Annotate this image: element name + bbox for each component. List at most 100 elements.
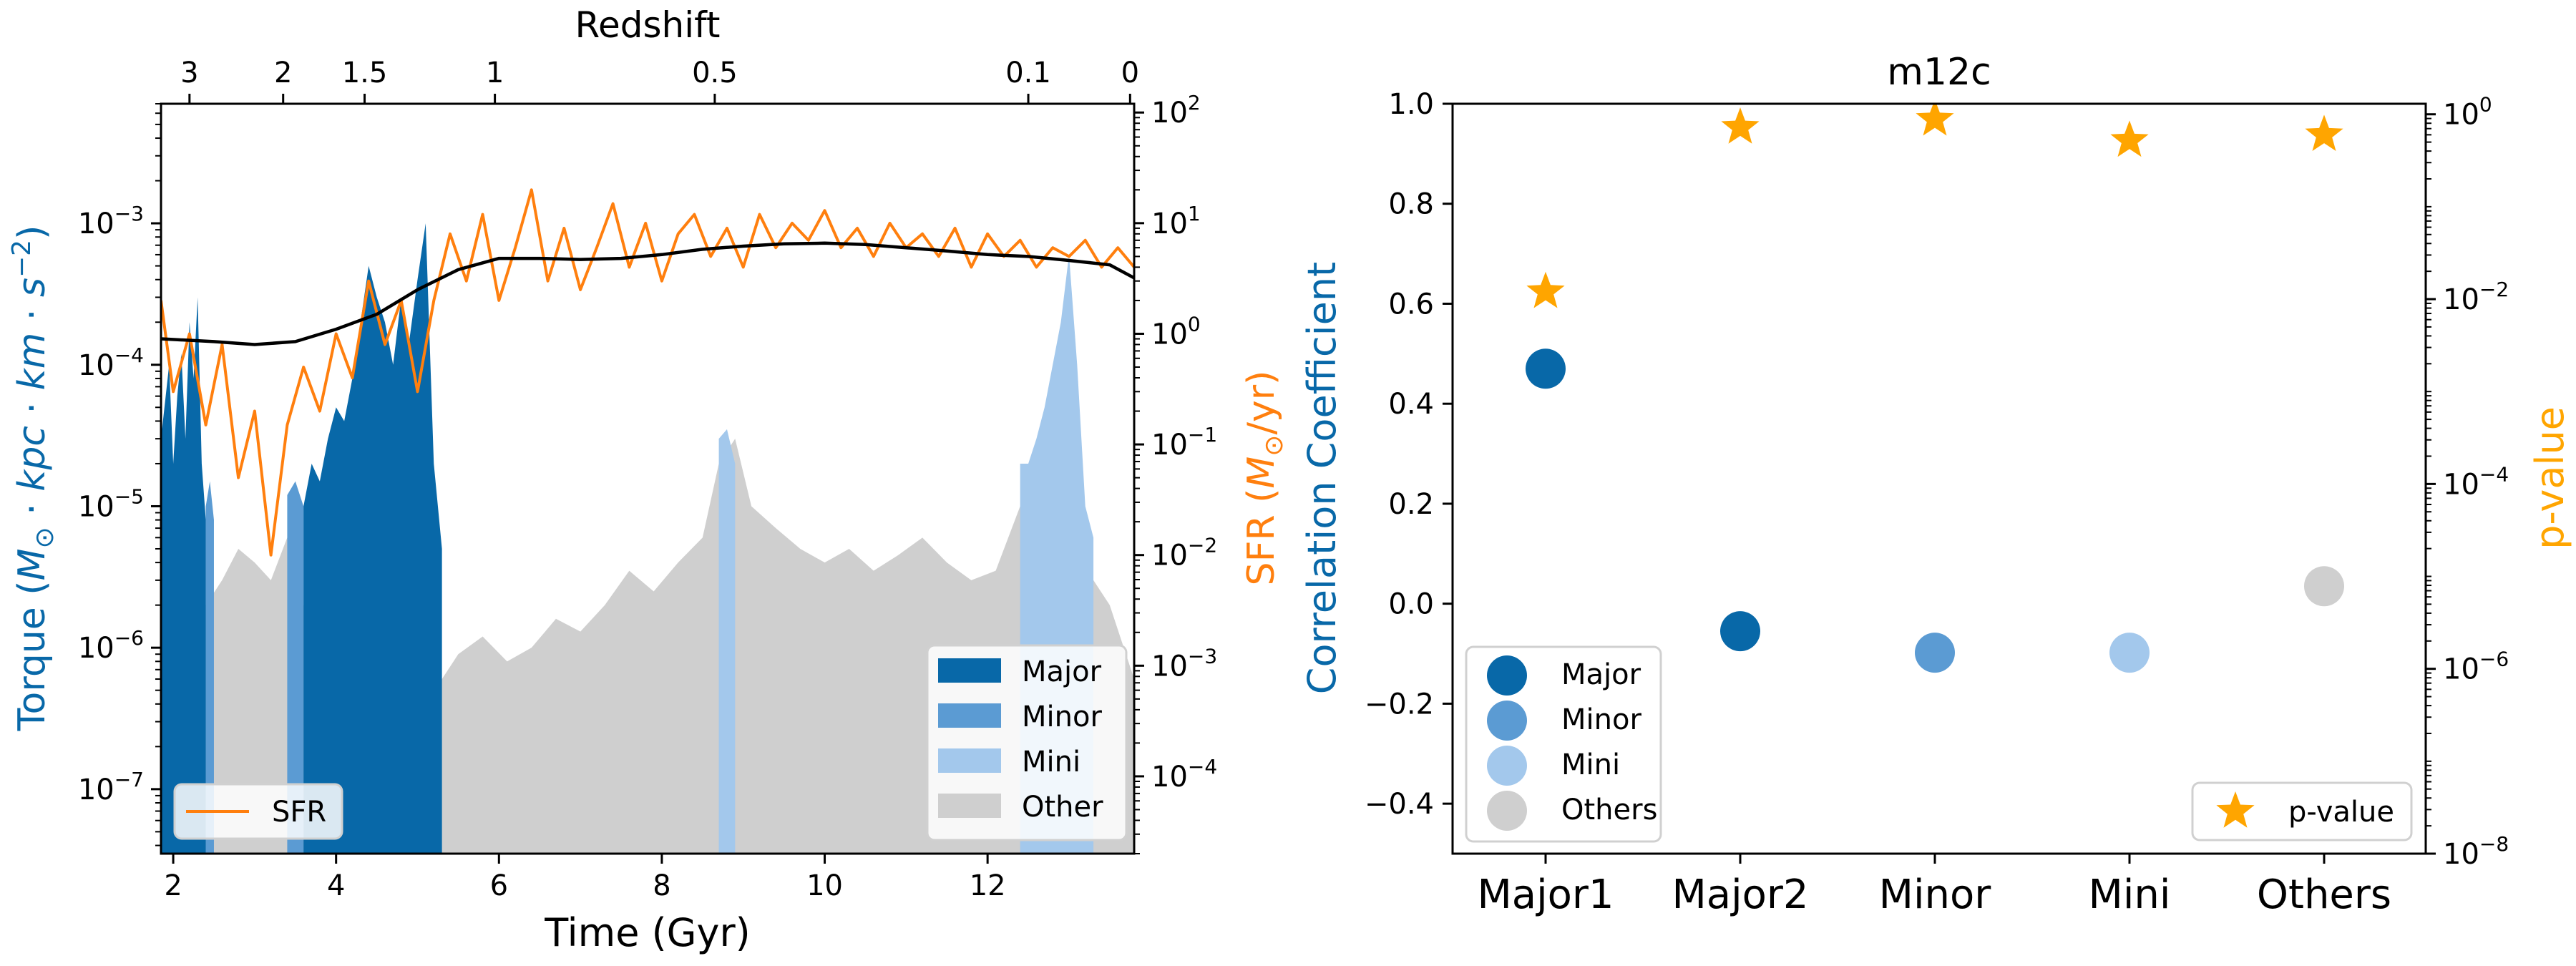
legend-label-minor: Minor xyxy=(1561,703,1641,736)
legend-label-mini: Mini xyxy=(1022,746,1080,779)
left-axes: 2 4 6 8 10 12 3 2 1.5 1 0.5 0.1 0 10−7 10−6 10−5 10−4 10−… xyxy=(78,57,1217,902)
corr-point-minor xyxy=(1915,633,1955,673)
corr-point-major1 xyxy=(1526,348,1566,389)
legend-label-other: Other xyxy=(1022,791,1103,824)
y-left-tick-label: 10−5 xyxy=(78,484,144,523)
legend-marker-mini xyxy=(1487,746,1527,786)
left-legend-sfr: SFR xyxy=(173,783,343,840)
left-plot-area xyxy=(161,188,1134,854)
top-tick-label: 1.5 xyxy=(342,57,388,89)
legend-box xyxy=(173,783,343,840)
legend-label-pvalue: p-value xyxy=(2288,796,2394,829)
y-right-tick-label: 101 xyxy=(1151,202,1201,240)
y-right-tick-label: 100 xyxy=(1151,312,1201,351)
y-right-tick-label: 102 xyxy=(1151,91,1201,130)
legend-label-major: Major xyxy=(1561,658,1641,691)
legend-label-mini: Mini xyxy=(1561,748,1620,781)
area-minor-1 xyxy=(287,481,304,854)
right-axes-frame xyxy=(1451,102,2427,855)
left-axes-frame xyxy=(160,102,1136,855)
y-right-tick-label: 10−4 xyxy=(1151,755,1217,794)
x-category-label: Major1 xyxy=(1477,872,1614,918)
x-tick-label: 10 xyxy=(806,869,843,902)
x-tick-label: 2 xyxy=(164,869,182,902)
right-plot-area xyxy=(1526,104,2344,673)
left-x-axis-label: Time (Gyr) xyxy=(544,910,750,955)
x-category-label: Mini xyxy=(2089,872,2171,918)
left-legend-categories: Major Minor Mini Other xyxy=(926,644,1128,841)
right-y-axis-label: Correlation Coefficient xyxy=(1299,262,1345,694)
y-right-tick-label: 10−3 xyxy=(1151,644,1217,683)
legend-swatch-mini xyxy=(938,748,1001,773)
x-tick-label: 6 xyxy=(490,869,508,902)
y-left-tick-label: −0.2 xyxy=(1365,688,1434,721)
sfr-smooth-line xyxy=(161,241,1134,346)
legend-marker-pvalue xyxy=(2216,791,2255,828)
right-legend-pvalue: p-value xyxy=(2191,781,2413,841)
y-right-tick-label: 10−4 xyxy=(2443,462,2509,501)
y-left-tick-label: 10−4 xyxy=(78,343,144,382)
y-right-tick-label: 10−8 xyxy=(2443,832,2509,871)
y-left-tick-label: 10−3 xyxy=(78,202,144,240)
pvalue-star-major2 xyxy=(1721,107,1760,144)
corr-point-major2 xyxy=(1720,611,1760,652)
area-major-0 xyxy=(161,297,206,854)
right-legend-categories: Major Minor Mini Others xyxy=(1465,645,1662,843)
area-minor-0 xyxy=(205,481,214,854)
pvalue-star-major1 xyxy=(1526,271,1565,308)
left-right-axis-label: SFR (M⊙/yr) xyxy=(1240,371,1289,586)
left-panel: 2 4 6 8 10 12 3 2 1.5 1 0.5 0.1 0 10−7 10−6 10−5 10−4 10−… xyxy=(7,4,1289,955)
x-category-label: Minor xyxy=(1879,872,1992,918)
y-right-tick-label: 10−2 xyxy=(2443,278,2509,316)
y-left-tick-label: 0.4 xyxy=(1388,388,1434,421)
y-left-tick-label: 0.2 xyxy=(1388,488,1434,521)
legend-marker-major xyxy=(1487,655,1527,696)
legend-marker-minor xyxy=(1487,701,1527,741)
right-right-axis-label: p-value xyxy=(2527,406,2572,550)
legend-label-sfr: SFR xyxy=(272,796,326,829)
legend-label-minor: Minor xyxy=(1022,701,1102,733)
pvalue-star-others xyxy=(2305,114,2343,151)
x-tick-label: 12 xyxy=(970,869,1006,902)
left-y-axis-label: Torque (M⊙ · kpc · km · s−2) xyxy=(7,225,59,732)
y-left-tick-label: 10−6 xyxy=(78,626,144,665)
corr-point-others xyxy=(2304,566,2344,607)
x-tick-label: 8 xyxy=(653,869,670,902)
legend-swatch-major xyxy=(938,658,1001,683)
y-left-tick-label: 1.0 xyxy=(1388,88,1434,121)
top-tick-label: 0 xyxy=(1121,57,1139,89)
left-title: Redshift xyxy=(575,4,721,46)
legend-swatch-other xyxy=(938,794,1001,818)
legend-swatch-minor xyxy=(938,703,1001,728)
top-tick-label: 0.5 xyxy=(692,57,738,89)
y-left-tick-label: 0.8 xyxy=(1388,188,1434,221)
pvalue-star-mini xyxy=(2110,120,2149,157)
legend-box xyxy=(926,644,1128,841)
x-tick-label: 4 xyxy=(327,869,345,902)
corr-point-mini xyxy=(2109,633,2150,673)
legend-box xyxy=(2191,781,2413,841)
y-left-tick-label: −0.4 xyxy=(1365,788,1434,821)
x-category-label: Major2 xyxy=(1672,872,1808,918)
right-axes: Major1 Major2 Minor Mini Others −0.4 −0.2 0.0 0.… xyxy=(1365,88,2509,918)
right-title: m12c xyxy=(1887,51,1991,94)
y-right-tick-label: 10−1 xyxy=(1151,423,1217,462)
legend-label-major: Major xyxy=(1022,655,1102,688)
y-left-tick-label: 0.6 xyxy=(1388,288,1434,321)
pvalue-star-minor xyxy=(1916,104,1954,136)
y-left-tick-label: 0.0 xyxy=(1388,588,1434,621)
legend-marker-others xyxy=(1487,791,1527,831)
y-right-tick-label: 10−6 xyxy=(2443,648,2509,686)
y-right-tick-label: 100 xyxy=(2443,93,2492,132)
top-tick-label: 1 xyxy=(486,57,504,89)
legend-label-others: Others xyxy=(1561,794,1657,826)
x-category-label: Others xyxy=(2257,872,2391,918)
area-mini-0 xyxy=(718,429,736,854)
top-tick-label: 2 xyxy=(274,57,292,89)
top-tick-label: 3 xyxy=(180,57,198,89)
area-major-1 xyxy=(303,223,442,854)
right-panel: Major1 Major2 Minor Mini Others −0.4 −0.2 0.0 0.… xyxy=(1299,51,2572,918)
y-right-tick-label: 10−2 xyxy=(1151,534,1217,572)
y-left-tick-label: 10−7 xyxy=(78,768,144,806)
